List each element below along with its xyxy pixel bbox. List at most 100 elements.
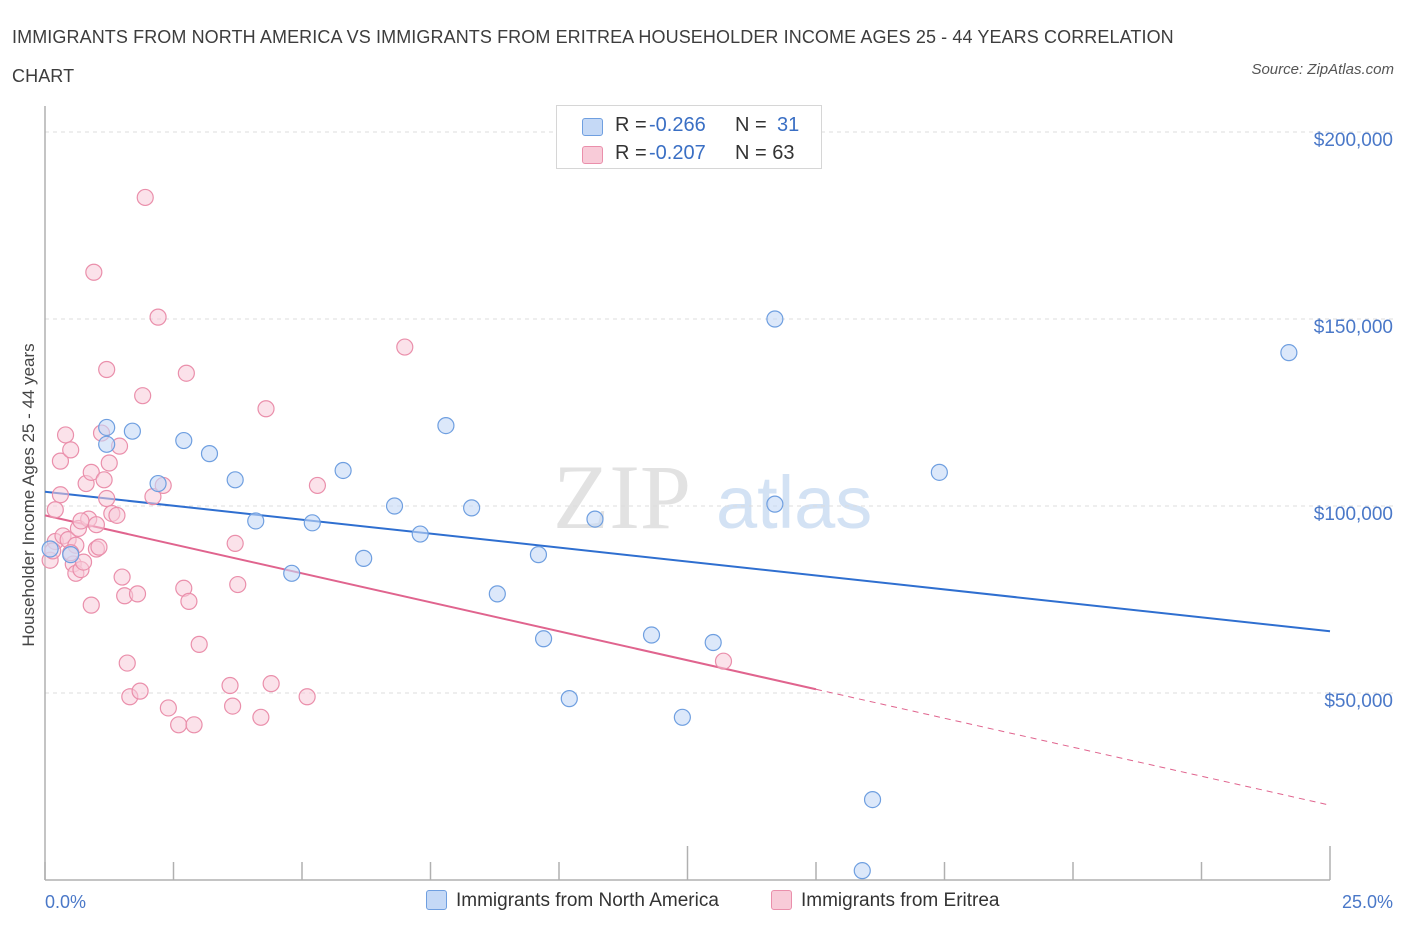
y-tick-label: $100,000: [1314, 504, 1393, 525]
north-america-data-point: [41, 540, 59, 558]
eritrea-data-point: [100, 454, 118, 472]
north-america-points: [41, 310, 1298, 880]
eritrea-data-point: [177, 364, 195, 382]
north-america-data-point: [303, 514, 321, 532]
north-america-data-point: [853, 862, 871, 880]
eritrea-data-point: [185, 716, 203, 734]
eritrea-data-point: [257, 400, 275, 418]
north-america-data-point: [529, 546, 548, 564]
eritrea-data-point: [190, 635, 208, 653]
legend-n-label: N = 63: [735, 142, 794, 165]
bottom-legend-label: Immigrants from North America: [456, 890, 719, 911]
north-america-data-point: [355, 549, 373, 567]
legend-n-value: 31: [777, 114, 800, 136]
tick-labels: $50,000 $100,000 $150,000 $200,000 0.0% 25.0%: [45, 130, 1393, 912]
eritrea-data-point: [308, 476, 327, 495]
north-america-data-point: [283, 564, 301, 582]
eritrea-data-point: [51, 452, 70, 470]
north-america-data-point: [123, 422, 141, 440]
eritrea-data-point: [51, 486, 70, 504]
north-america-data-point: [560, 690, 578, 708]
eritrea-data-point: [170, 716, 188, 734]
gridlines: [45, 131, 1395, 694]
eritrea-data-point: [226, 534, 244, 553]
eritrea-data-point: [56, 426, 75, 444]
north-america-data-point: [766, 495, 784, 513]
eritrea-data-point: [134, 387, 152, 405]
eritrea-data-point: [229, 575, 247, 594]
eritrea-data-point: [252, 708, 270, 726]
eritrea-data-point: [87, 516, 106, 534]
eritrea-data-point: [128, 585, 147, 603]
north-america-data-point: [534, 630, 553, 648]
north-america-data-point: [488, 585, 506, 603]
north-america-data-point: [673, 708, 691, 726]
north-america-data-point: [642, 626, 661, 644]
eritrea-data-point: [136, 188, 154, 207]
north-america-data-point: [1280, 344, 1298, 362]
legend-n-label: N =: [735, 114, 767, 136]
legend-n-text: N = 63: [735, 142, 795, 164]
eritrea-data-point: [72, 512, 90, 530]
north-america-data-point: [62, 546, 80, 564]
eritrea-data-point: [74, 553, 93, 571]
eritrea-data-point: [90, 538, 108, 556]
eritrea-data-point: [224, 697, 242, 715]
eritrea-trend-extension: [815, 688, 1331, 806]
eritrea-points: [41, 188, 733, 734]
north-america-data-point: [200, 445, 219, 463]
legend-row-north-america: R = -0.266 N = 31: [557, 113, 821, 139]
legend-row-eritrea: R = -0.207 N = 63: [557, 141, 821, 167]
y-tick-label: $150,000: [1314, 317, 1393, 338]
eritrea-data-point: [46, 501, 64, 519]
north-america-data-point: [247, 512, 265, 530]
x-tick-label: 0.0%: [45, 892, 86, 912]
eritrea-data-point: [82, 596, 100, 614]
north-america-data-point: [226, 471, 244, 489]
bottom-legend-eritrea: Immigrants from Eritrea: [771, 888, 1031, 914]
north-america-swatch: [582, 118, 603, 136]
eritrea-data-point: [180, 592, 198, 610]
north-america-data-point: [863, 790, 882, 809]
eritrea-data-point: [131, 682, 149, 700]
legend-r-label: R =: [615, 142, 647, 164]
north-america-data-point: [704, 633, 722, 652]
chart-title: IMMIGRANTS FROM NORTH AMERICA VS IMMIGRA…: [12, 27, 1174, 86]
bottom-legend-label: Immigrants from Eritrea: [801, 890, 1000, 911]
eritrea-data-point: [82, 463, 100, 481]
axes: [44, 106, 1331, 881]
north-america-data-point: [766, 310, 784, 328]
north-america-data-point: [149, 474, 167, 493]
north-america-data-point: [586, 510, 604, 528]
legend-r-value: -0.207: [649, 142, 706, 164]
north-america-data-point: [930, 463, 948, 481]
eritrea-data-point: [159, 699, 177, 717]
north-america-swatch: [426, 890, 447, 910]
eritrea-swatch: [771, 890, 792, 910]
eritrea-data-point: [118, 654, 136, 672]
watermark-zip: ZIP: [553, 446, 691, 548]
y-tick-label: $50,000: [1324, 691, 1393, 712]
north-america-data-point: [175, 431, 193, 450]
watermark-atlas: atlas: [716, 461, 872, 544]
north-america-data-point: [463, 499, 481, 517]
eritrea-trend-line: [44, 514, 817, 691]
eritrea-data-point: [62, 441, 80, 459]
eritrea-data-point: [113, 568, 131, 586]
eritrea-data-point: [221, 676, 239, 695]
eritrea-data-point: [98, 360, 116, 379]
eritrea-data-point: [262, 675, 280, 693]
eritrea-data-point: [714, 652, 733, 670]
legend-r-value: -0.266: [649, 114, 706, 136]
watermark: ZIP atlas: [553, 446, 872, 548]
legend-r-label: R =: [615, 114, 647, 136]
north-america-data-point: [411, 525, 429, 543]
eritrea-data-point: [298, 688, 316, 706]
eritrea-data-point: [108, 506, 126, 524]
bottom-legend-north-america: Immigrants from North America: [426, 888, 756, 914]
north-america-data-point: [334, 461, 352, 480]
correlation-legend: R = -0.266 N = 31 R = -0.207 N = 63: [556, 105, 822, 169]
y-tick-label: $200,000: [1314, 130, 1393, 151]
source-label: Source: ZipAtlas.com: [1251, 61, 1394, 78]
eritrea-data-point: [95, 471, 113, 489]
